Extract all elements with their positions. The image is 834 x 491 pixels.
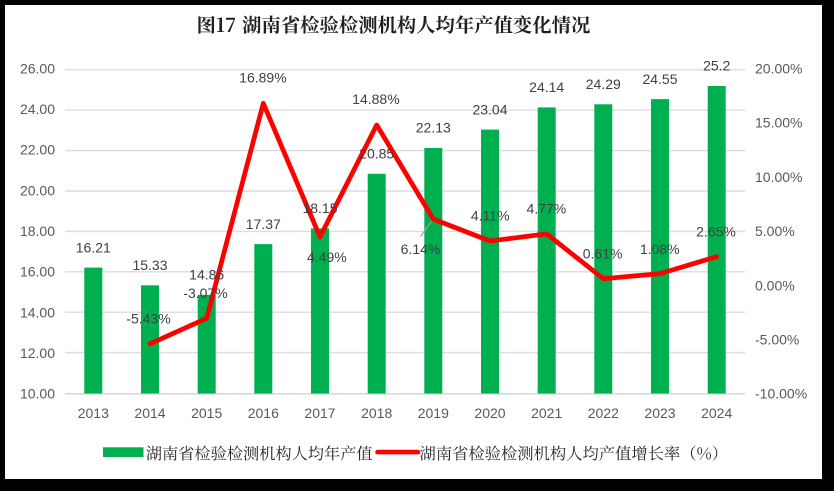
- svg-text:-3.07%: -3.07%: [183, 285, 227, 301]
- svg-text:12.00: 12.00: [20, 345, 55, 361]
- svg-text:-5.43%: -5.43%: [126, 310, 170, 326]
- svg-text:2019: 2019: [418, 405, 449, 421]
- svg-text:15.33: 15.33: [132, 257, 167, 273]
- svg-text:16.89%: 16.89%: [239, 70, 286, 86]
- svg-text:20.00: 20.00: [20, 182, 55, 198]
- svg-text:-10.00%: -10.00%: [755, 386, 807, 402]
- svg-text:25.2: 25.2: [703, 58, 730, 74]
- svg-text:16.21: 16.21: [76, 239, 111, 255]
- svg-text:2018: 2018: [361, 405, 392, 421]
- svg-text:18.15: 18.15: [302, 200, 337, 216]
- svg-text:22.00: 22.00: [20, 142, 55, 158]
- svg-text:4.49%: 4.49%: [307, 249, 347, 265]
- svg-text:6.14%: 6.14%: [401, 241, 441, 257]
- svg-text:15.00%: 15.00%: [755, 115, 802, 131]
- svg-text:5.00%: 5.00%: [755, 223, 795, 239]
- svg-text:2022: 2022: [588, 405, 619, 421]
- svg-text:2024: 2024: [701, 405, 732, 421]
- svg-text:26.00: 26.00: [20, 60, 55, 76]
- svg-text:4.11%: 4.11%: [471, 208, 510, 224]
- svg-text:22.13: 22.13: [416, 120, 451, 136]
- svg-text:24.29: 24.29: [586, 76, 621, 92]
- svg-text:23.04: 23.04: [472, 101, 507, 117]
- svg-text:14.00: 14.00: [20, 304, 55, 320]
- svg-text:17.37: 17.37: [246, 216, 281, 232]
- svg-text:2016: 2016: [248, 405, 279, 421]
- svg-text:10.00: 10.00: [20, 386, 55, 402]
- svg-text:4.77%: 4.77%: [527, 201, 567, 217]
- svg-text:14.88%: 14.88%: [352, 91, 399, 107]
- svg-text:2021: 2021: [531, 405, 562, 421]
- svg-text:2017: 2017: [304, 405, 335, 421]
- svg-text:2015: 2015: [191, 405, 222, 421]
- svg-text:2.65%: 2.65%: [696, 223, 736, 239]
- svg-text:2013: 2013: [78, 405, 109, 421]
- svg-text:2014: 2014: [134, 405, 165, 421]
- svg-text:14.86: 14.86: [189, 267, 224, 283]
- svg-text:20.85: 20.85: [359, 146, 394, 162]
- svg-text:1.08%: 1.08%: [640, 241, 680, 257]
- svg-text:-5.00%: -5.00%: [755, 332, 799, 348]
- svg-text:10.00%: 10.00%: [755, 169, 802, 185]
- svg-text:0.00%: 0.00%: [755, 277, 795, 293]
- svg-text:2023: 2023: [644, 405, 675, 421]
- svg-text:0.61%: 0.61%: [583, 245, 623, 261]
- svg-text:20.00%: 20.00%: [755, 61, 802, 77]
- svg-text:24.00: 24.00: [20, 101, 55, 117]
- svg-text:16.00: 16.00: [20, 264, 55, 280]
- svg-text:18.00: 18.00: [20, 223, 55, 239]
- svg-text:2020: 2020: [474, 405, 505, 421]
- svg-text:24.55: 24.55: [642, 71, 677, 87]
- svg-text:24.14: 24.14: [529, 79, 564, 95]
